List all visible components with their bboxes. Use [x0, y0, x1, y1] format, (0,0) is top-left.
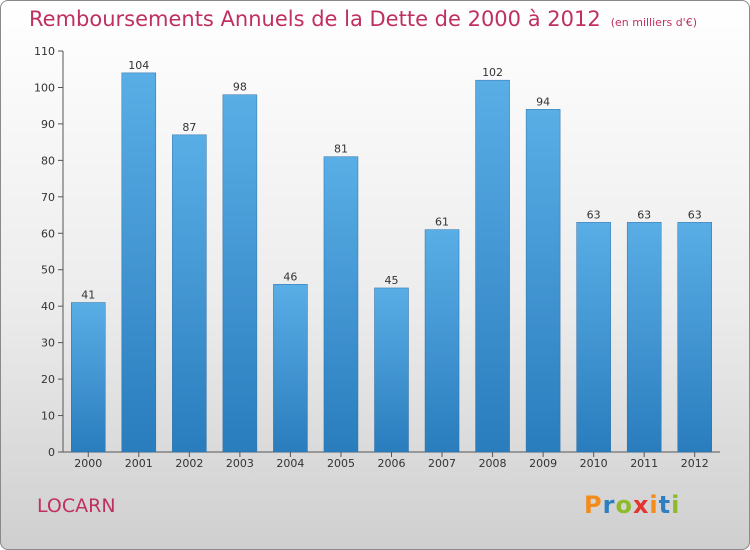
x-tick-label-2002: 2002	[175, 457, 203, 470]
bar-2001	[121, 72, 157, 453]
x-tick-label-2005: 2005	[327, 457, 355, 470]
x-tick-label-2006: 2006	[378, 457, 406, 470]
bar-2000	[71, 302, 106, 453]
proxiti-logo: Proxiti	[584, 491, 681, 519]
bar-2011	[626, 222, 662, 453]
bar-2008	[475, 79, 510, 453]
bar-2012	[677, 222, 712, 453]
y-tick-label: 70	[41, 191, 55, 204]
bar-2009	[525, 109, 561, 453]
x-tick-label-2004: 2004	[276, 457, 304, 470]
value-label-2000: 41	[81, 289, 95, 302]
x-tick-label-2007: 2007	[428, 457, 456, 470]
bar-2005	[323, 156, 359, 453]
y-tick-label: 60	[41, 227, 55, 240]
y-tick-label: 110	[34, 45, 55, 58]
x-tick-label-2000: 2000	[74, 457, 102, 470]
value-label-2001: 104	[128, 59, 149, 72]
bar-2006	[374, 287, 409, 453]
value-label-2009: 94	[536, 95, 550, 108]
bar-2002	[172, 134, 207, 453]
x-tick-label-2010: 2010	[580, 457, 608, 470]
value-label-2010: 63	[587, 208, 601, 221]
commune-name: LOCARN	[37, 495, 116, 517]
y-tick-label: 30	[41, 337, 55, 350]
y-tick-label: 80	[41, 154, 55, 167]
x-tick-label-2012: 2012	[681, 457, 709, 470]
value-label-2006: 45	[385, 274, 399, 287]
chart-subtitle: (en milliers d'€)	[610, 16, 697, 29]
value-label-2012: 63	[688, 208, 702, 221]
y-tick-label: 20	[41, 373, 55, 386]
bar-2004	[273, 284, 308, 453]
bar-2007	[424, 229, 460, 453]
value-label-2005: 81	[334, 143, 348, 156]
y-tick-label: 10	[41, 410, 55, 423]
x-tick-label-2011: 2011	[630, 457, 658, 470]
value-label-2007: 61	[435, 216, 449, 229]
y-tick-label: 100	[34, 81, 55, 94]
x-tick-label-2008: 2008	[479, 457, 507, 470]
value-label-2002: 87	[182, 121, 196, 134]
x-tick-label-2001: 2001	[125, 457, 153, 470]
x-tick-label-2003: 2003	[226, 457, 254, 470]
y-tick-label: 40	[41, 300, 55, 313]
value-label-2003: 98	[233, 81, 247, 94]
y-tick-label: 90	[41, 118, 55, 131]
y-tick-label: 50	[41, 264, 55, 277]
y-tick-label: 0	[48, 446, 55, 459]
value-label-2008: 102	[482, 66, 503, 79]
chart-title: Remboursements Annuels de la Dette de 20…	[29, 7, 697, 31]
value-label-2004: 46	[283, 270, 297, 283]
value-label-2011: 63	[637, 208, 651, 221]
x-tick-label-2009: 2009	[529, 457, 557, 470]
title-text: Remboursements Annuels de la Dette de 20…	[29, 7, 601, 31]
bar-2010	[576, 222, 611, 453]
bar-2003	[222, 94, 258, 453]
